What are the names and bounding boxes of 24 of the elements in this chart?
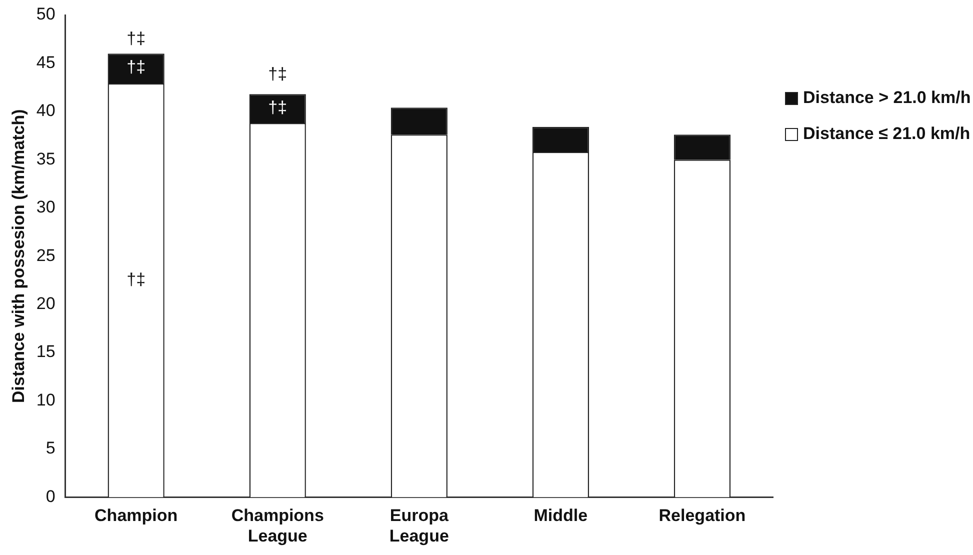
x-tick-label: Champions League xyxy=(231,506,324,546)
y-tick-label: 0 xyxy=(46,486,56,506)
y-tick-label: 40 xyxy=(36,101,56,120)
y-tick-label: 30 xyxy=(36,198,56,217)
x-tick-label: Europa League xyxy=(389,506,449,546)
annotation: †‡ xyxy=(126,270,146,289)
annotation: †‡ xyxy=(268,64,288,84)
annotation: †‡ xyxy=(126,28,146,48)
y-tick-label: 20 xyxy=(36,294,56,314)
annotation: †‡ xyxy=(268,98,288,118)
y-tick-label: 45 xyxy=(36,52,56,72)
x-tick-label: Middle xyxy=(534,506,588,526)
y-axis-title: Distance with possesion (km/match) xyxy=(8,109,28,403)
x-tick-label: Champion xyxy=(94,506,178,526)
y-tick-label: 10 xyxy=(36,390,56,410)
legend-label: Distance > 21.0 km/h xyxy=(803,88,971,108)
y-tick-label: 35 xyxy=(36,149,56,168)
annotation: †‡ xyxy=(126,58,146,77)
y-tick-label: 25 xyxy=(36,246,56,265)
y-tick-label: 15 xyxy=(36,342,56,362)
x-tick-label: Relegation xyxy=(658,506,746,526)
y-tick-label: 5 xyxy=(46,438,56,458)
text: Distance ≤ 21.0 km/h xyxy=(803,124,970,144)
y-tick-label: 50 xyxy=(36,4,56,24)
